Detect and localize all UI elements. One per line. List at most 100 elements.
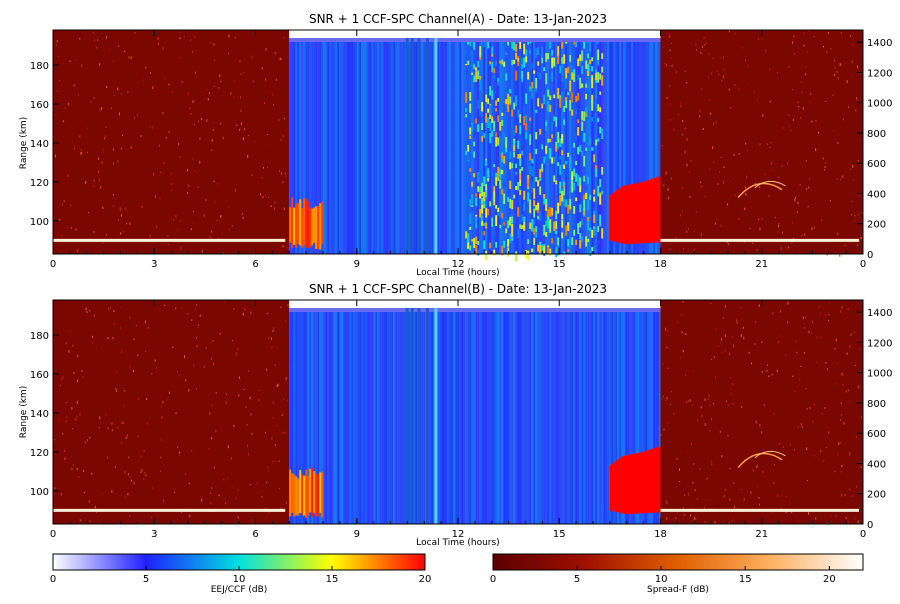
eej-cell	[479, 186, 482, 193]
eej-cell	[481, 187, 484, 197]
spread-f-speckle	[239, 59, 241, 62]
spread-f-speckle	[723, 68, 725, 71]
eej-column	[655, 30, 658, 254]
y-tick-label: 180	[30, 61, 49, 72]
eej-cell	[473, 64, 476, 69]
eej-cell	[519, 190, 522, 195]
spread-f-speckle	[86, 151, 88, 154]
spread-f-speckle	[808, 186, 810, 189]
eej-cell	[499, 217, 502, 225]
eej-cell	[543, 246, 546, 254]
eej-cell	[529, 50, 532, 54]
spread-f-speckle	[681, 331, 683, 334]
spread-f-speckle	[260, 193, 262, 196]
eej-column	[647, 30, 650, 254]
eej-column	[649, 300, 652, 524]
spread-f-speckle	[121, 349, 123, 351]
eej-column	[609, 30, 612, 254]
eej-cell	[577, 92, 580, 101]
eej-cell	[589, 51, 592, 62]
eej-cell	[497, 98, 500, 102]
eej-cell	[489, 105, 492, 115]
spread-f-speckle	[137, 397, 139, 401]
eej-cell	[537, 47, 540, 55]
eej-column	[617, 300, 620, 524]
eej-column	[401, 30, 404, 254]
spread-f-speckle	[711, 418, 713, 421]
spread-f-speckle	[840, 31, 842, 35]
eej-column	[457, 300, 460, 524]
spread-f-speckle	[750, 362, 752, 365]
eej-cell	[547, 247, 550, 255]
eej-cell	[535, 47, 538, 59]
spread-f-speckle	[680, 213, 682, 217]
eej-column	[535, 30, 538, 254]
spread-f-speckle	[682, 186, 684, 190]
eej-cell	[533, 208, 536, 218]
eej-cell	[555, 247, 558, 258]
y-tick-label: 120	[30, 448, 49, 459]
spread-f-speckle	[227, 52, 229, 55]
spread-f-speckle	[770, 141, 772, 144]
eej-column	[475, 300, 478, 524]
eej-cell	[541, 54, 544, 64]
spread-f-echo-arc	[737, 182, 783, 199]
eej-cell	[563, 198, 566, 206]
spread-f-speckle	[800, 365, 802, 368]
spread-f-speckle	[109, 48, 111, 51]
eej-cell	[585, 192, 588, 200]
spread-f-speckle	[777, 176, 779, 179]
spread-f-speckle	[53, 136, 55, 139]
eej-column	[361, 30, 364, 254]
eej-column	[541, 30, 544, 254]
spread-f-speckle	[670, 57, 672, 59]
eej-cell	[493, 164, 496, 168]
spread-f-speckle	[104, 135, 106, 139]
spread-f-speckle	[727, 241, 729, 244]
spread-f-speckle	[730, 180, 732, 183]
spread-f-speckle	[795, 339, 797, 343]
spread-f-speckle	[272, 461, 274, 463]
eej-column	[347, 30, 350, 254]
spread-f-speckle	[76, 400, 78, 404]
spread-f-speckle	[156, 366, 158, 369]
spread-f-speckle	[76, 415, 78, 418]
eej-cell	[593, 245, 596, 251]
eej-cell	[467, 240, 470, 249]
eej-column	[395, 30, 398, 254]
spread-f-speckle	[756, 465, 758, 468]
eej-column	[589, 300, 592, 524]
eej-column	[515, 300, 518, 524]
eej-cell	[485, 250, 488, 261]
eej-cell	[585, 147, 588, 151]
eej-cell	[513, 130, 516, 136]
spread-f-speckle	[80, 152, 82, 155]
eej-column	[467, 30, 470, 254]
spread-f-speckle	[239, 378, 241, 381]
eej-cell	[563, 119, 566, 126]
eej-cell	[537, 244, 540, 252]
spread-f-speckle	[102, 241, 104, 244]
panel-channel-b: SNR + 1 CCF-SPC Channel(B) - Date: 13-Ja…	[19, 282, 892, 548]
eej-cell	[523, 222, 526, 231]
spread-f-speckle	[283, 37, 285, 40]
eej-cell	[595, 69, 598, 75]
spread-f-speckle	[284, 432, 286, 434]
eej-cell	[469, 38, 472, 46]
eej-cell	[467, 152, 470, 161]
spread-f-speckle	[768, 194, 770, 198]
eej-cell	[525, 131, 528, 140]
eej-column	[355, 300, 358, 524]
spread-f-speckle	[243, 72, 245, 74]
spread-f-speckle	[111, 490, 113, 493]
eej-column	[307, 30, 310, 254]
eej-column	[455, 30, 458, 254]
spread-f-speckle	[86, 311, 88, 314]
eej-cell	[477, 60, 480, 68]
eej-column	[483, 30, 486, 254]
spread-f-speckle	[761, 431, 763, 434]
spread-f-speckle	[676, 457, 678, 460]
eej-cell	[547, 214, 550, 221]
eej-cell	[471, 47, 474, 51]
